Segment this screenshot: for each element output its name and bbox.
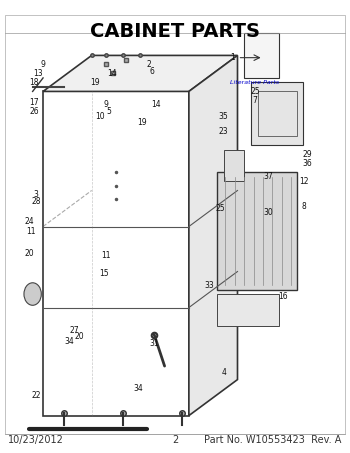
Text: 10: 10 bbox=[96, 112, 105, 120]
Text: 2: 2 bbox=[172, 435, 178, 445]
Text: 33: 33 bbox=[205, 280, 215, 289]
Text: 28: 28 bbox=[32, 197, 41, 206]
Text: 14: 14 bbox=[151, 101, 161, 110]
Text: 19: 19 bbox=[90, 78, 100, 87]
Polygon shape bbox=[217, 294, 279, 326]
Text: 9: 9 bbox=[41, 60, 46, 69]
Polygon shape bbox=[217, 173, 296, 289]
Polygon shape bbox=[244, 33, 279, 78]
Text: 7: 7 bbox=[252, 96, 257, 105]
Text: 10/23/2012: 10/23/2012 bbox=[8, 435, 64, 445]
Text: 26: 26 bbox=[29, 107, 39, 116]
Text: 36: 36 bbox=[302, 159, 312, 168]
Text: 34: 34 bbox=[64, 337, 74, 346]
Text: 11: 11 bbox=[26, 226, 36, 236]
Text: 5: 5 bbox=[107, 107, 111, 116]
Text: 2: 2 bbox=[147, 60, 151, 69]
Text: 24: 24 bbox=[25, 217, 34, 226]
Text: 16: 16 bbox=[278, 292, 287, 301]
Text: 18: 18 bbox=[30, 78, 39, 87]
Text: 37: 37 bbox=[264, 173, 274, 182]
Text: 1: 1 bbox=[230, 53, 235, 62]
Text: 25: 25 bbox=[250, 87, 260, 96]
Text: 25: 25 bbox=[215, 204, 225, 213]
Circle shape bbox=[24, 283, 41, 305]
Text: 30: 30 bbox=[264, 208, 274, 217]
Text: 23: 23 bbox=[219, 127, 229, 136]
Text: 15: 15 bbox=[99, 269, 108, 278]
Text: 3: 3 bbox=[34, 190, 38, 199]
Text: 34: 34 bbox=[134, 384, 143, 393]
Text: 20: 20 bbox=[75, 333, 84, 341]
Text: 12: 12 bbox=[299, 177, 308, 186]
Text: 9: 9 bbox=[103, 101, 108, 110]
Text: Part No. W10553423  Rev. A: Part No. W10553423 Rev. A bbox=[204, 435, 342, 445]
Text: 29: 29 bbox=[302, 150, 312, 159]
Text: 22: 22 bbox=[32, 391, 41, 400]
Polygon shape bbox=[251, 82, 303, 145]
Text: 17: 17 bbox=[29, 98, 39, 107]
Polygon shape bbox=[43, 55, 238, 92]
Text: CABINET PARTS: CABINET PARTS bbox=[90, 22, 260, 41]
Text: 4: 4 bbox=[221, 368, 226, 377]
Polygon shape bbox=[189, 55, 238, 415]
Text: 31: 31 bbox=[149, 339, 159, 348]
Text: 13: 13 bbox=[33, 69, 43, 78]
Text: 27: 27 bbox=[70, 326, 79, 335]
Text: 6: 6 bbox=[150, 67, 155, 76]
Polygon shape bbox=[224, 150, 244, 182]
Text: 8: 8 bbox=[301, 202, 306, 211]
Text: 11: 11 bbox=[101, 251, 110, 260]
Text: 20: 20 bbox=[25, 249, 34, 258]
Text: 35: 35 bbox=[219, 112, 229, 120]
Text: 14: 14 bbox=[108, 69, 117, 78]
Text: Literature Parts: Literature Parts bbox=[230, 80, 279, 85]
Text: 19: 19 bbox=[137, 118, 147, 127]
